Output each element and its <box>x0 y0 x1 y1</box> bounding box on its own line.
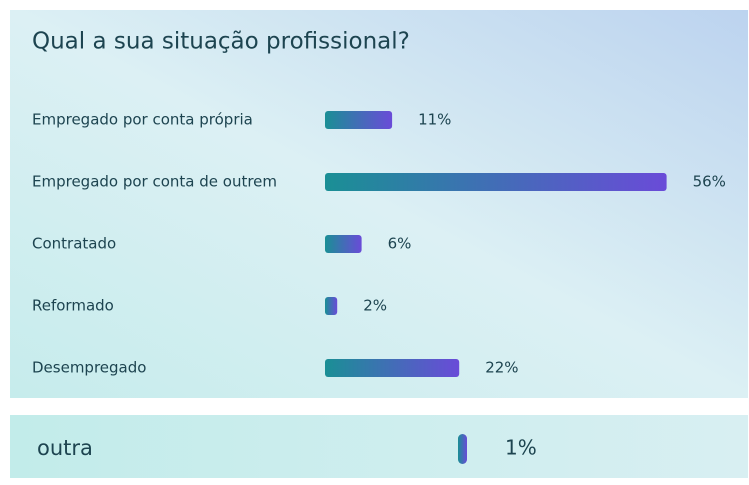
category-label: Reformado <box>32 297 114 315</box>
bar <box>325 359 460 377</box>
category-label: outra <box>37 436 93 460</box>
value-label: 6% <box>388 235 412 253</box>
category-label: Empregado por conta própria <box>32 111 253 129</box>
panel <box>10 415 748 478</box>
category-label: Desempregado <box>32 359 146 377</box>
bar <box>458 434 467 464</box>
bar <box>325 297 338 315</box>
chart-title: Qual a sua situação profissional? <box>32 29 410 55</box>
value-label: 1% <box>505 436 537 460</box>
value-label: 56% <box>693 173 726 191</box>
panel <box>10 10 748 398</box>
category-label: Empregado por conta de outrem <box>32 173 277 191</box>
value-label: 2% <box>363 297 387 315</box>
bar <box>325 173 667 191</box>
bar <box>325 111 393 129</box>
bar <box>325 235 362 253</box>
value-label: 22% <box>485 359 518 377</box>
value-label: 11% <box>418 111 451 129</box>
category-label: Contratado <box>32 235 116 253</box>
